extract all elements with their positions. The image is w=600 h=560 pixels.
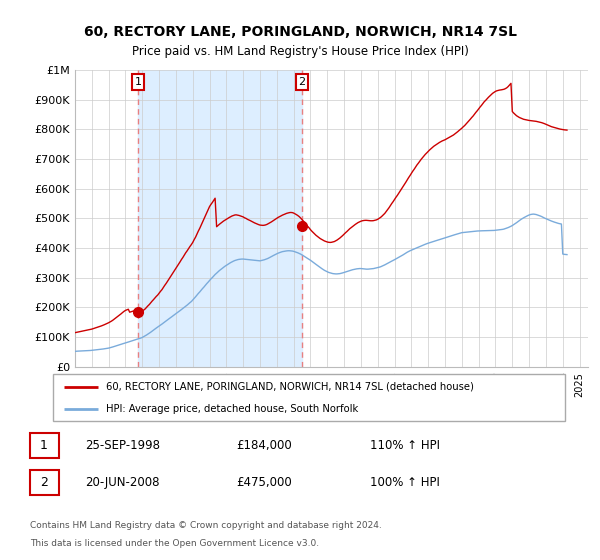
- Text: 2: 2: [40, 476, 48, 489]
- Text: 100% ↑ HPI: 100% ↑ HPI: [370, 476, 440, 489]
- FancyBboxPatch shape: [53, 375, 565, 421]
- Text: £184,000: £184,000: [236, 440, 292, 452]
- FancyBboxPatch shape: [29, 470, 59, 494]
- Text: 110% ↑ HPI: 110% ↑ HPI: [370, 440, 440, 452]
- Text: Contains HM Land Registry data © Crown copyright and database right 2024.: Contains HM Land Registry data © Crown c…: [30, 521, 382, 530]
- Text: 20-JUN-2008: 20-JUN-2008: [85, 476, 160, 489]
- Text: HPI: Average price, detached house, South Norfolk: HPI: Average price, detached house, Sout…: [106, 404, 358, 414]
- Text: £475,000: £475,000: [236, 476, 292, 489]
- Bar: [138, 70, 302, 367]
- Text: 60, RECTORY LANE, PORINGLAND, NORWICH, NR14 7SL (detached house): 60, RECTORY LANE, PORINGLAND, NORWICH, N…: [106, 381, 474, 391]
- Text: 60, RECTORY LANE, PORINGLAND, NORWICH, NR14 7SL: 60, RECTORY LANE, PORINGLAND, NORWICH, N…: [83, 25, 517, 39]
- FancyBboxPatch shape: [29, 433, 59, 458]
- Text: 1: 1: [40, 440, 48, 452]
- Text: Price paid vs. HM Land Registry's House Price Index (HPI): Price paid vs. HM Land Registry's House …: [131, 45, 469, 58]
- Text: This data is licensed under the Open Government Licence v3.0.: This data is licensed under the Open Gov…: [30, 539, 319, 548]
- Text: 2: 2: [299, 77, 305, 87]
- Text: 25-SEP-1998: 25-SEP-1998: [85, 440, 160, 452]
- Text: 1: 1: [134, 77, 142, 87]
